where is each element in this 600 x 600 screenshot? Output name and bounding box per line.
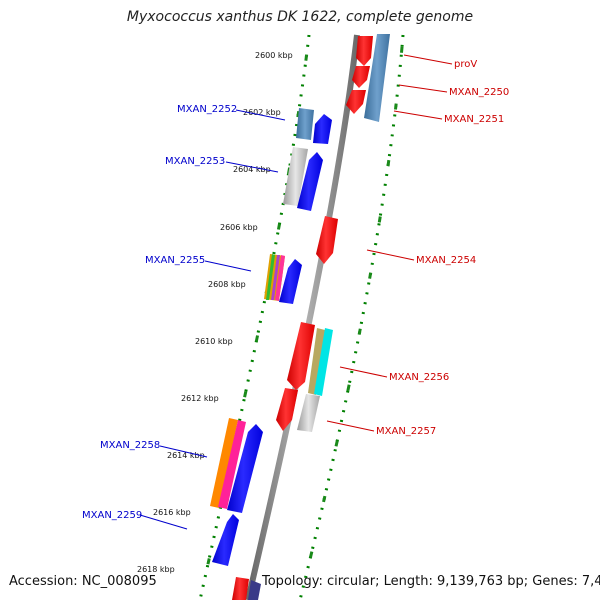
tick-2618: 2618 kbp <box>137 565 175 574</box>
right-dotted-track <box>298 34 405 600</box>
label-leaders <box>139 54 453 530</box>
genome-backbone <box>245 34 360 600</box>
right-track-dashes <box>298 34 405 600</box>
gene-stripe <box>266 254 275 300</box>
leader-mxan-2252 <box>235 109 286 121</box>
left-track-dashes <box>198 34 311 600</box>
tick-2610: 2610 kbp <box>195 337 233 346</box>
gene-cyan[interactable] <box>314 328 333 396</box>
gene-arrow[interactable] <box>313 114 332 144</box>
scale-ticks: 2600 kbp 2602 kbp 2604 kbp 2606 kbp 2608… <box>137 51 293 574</box>
gene-orange[interactable] <box>210 418 238 508</box>
gene-arrow[interactable] <box>276 388 298 431</box>
tick-2616: 2616 kbp <box>153 508 191 517</box>
leader-mxan-2255 <box>204 260 252 272</box>
gene-navy[interactable] <box>248 580 261 600</box>
label-mxan-2253[interactable]: MXAN_2253 <box>165 156 225 167</box>
leader-mxan-2258 <box>159 445 208 458</box>
left-dotted-track <box>198 34 311 600</box>
leader-mxan-2257 <box>326 420 375 432</box>
tick-2602: 2602 kbp <box>243 108 281 117</box>
minus-strand-features <box>210 108 332 566</box>
gene-arrow[interactable] <box>356 36 373 66</box>
gene-labels: proV MXAN_2250 MXAN_2251 MXAN_2254 MXAN_… <box>82 59 509 521</box>
label-mxan-2258[interactable]: MXAN_2258 <box>100 440 160 451</box>
gene-stripe <box>271 255 280 300</box>
tick-2604: 2604 kbp <box>233 165 271 174</box>
leader-mxan-2254 <box>366 249 415 261</box>
gene-steel-blue[interactable] <box>364 34 390 122</box>
gene-arrow[interactable] <box>287 322 315 390</box>
leader-mxan-2251 <box>393 110 443 120</box>
gene-arrow[interactable] <box>212 514 239 566</box>
genome-summary-text: Topology: circular; Length: 9,139,763 bp… <box>262 574 600 589</box>
gene-arrow[interactable] <box>297 152 323 211</box>
tick-2612: 2612 kbp <box>181 394 219 403</box>
gene-tan[interactable] <box>308 328 325 395</box>
gene-pink[interactable] <box>218 420 246 509</box>
label-mxan-2251[interactable]: MXAN_2251 <box>444 114 504 125</box>
plus-strand-features <box>232 34 390 600</box>
leader-mxan-2259 <box>139 514 188 530</box>
tick-2608: 2608 kbp <box>208 280 246 289</box>
leader-mxan-2253 <box>225 161 279 173</box>
label-mxan-2252[interactable]: MXAN_2252 <box>177 104 237 115</box>
map-title: Myxococcus xanthus DK 1622, complete gen… <box>126 9 474 25</box>
tick-2600: 2600 kbp <box>255 51 293 60</box>
leader-mxan-2250 <box>398 84 448 93</box>
tick-2614: 2614 kbp <box>167 451 205 460</box>
tick-2606: 2606 kbp <box>220 223 258 232</box>
label-mxan-2257[interactable]: MXAN_2257 <box>376 426 436 437</box>
gene-arrow[interactable] <box>316 216 338 264</box>
gene-gray[interactable] <box>297 394 320 432</box>
label-mxan-2256[interactable]: MXAN_2256 <box>389 372 449 383</box>
gene-arrow[interactable] <box>279 259 302 304</box>
label-mxan-2254[interactable]: MXAN_2254 <box>416 255 476 266</box>
gene-arrow[interactable] <box>346 90 366 114</box>
label-prov[interactable]: proV <box>454 59 477 70</box>
gene-gray[interactable] <box>283 147 308 206</box>
leader-mxan-2256 <box>339 366 388 378</box>
gene-arrow[interactable] <box>232 577 249 600</box>
leader-prov <box>403 54 453 65</box>
gene-arrow[interactable] <box>227 424 263 513</box>
label-mxan-2250[interactable]: MXAN_2250 <box>449 87 509 98</box>
label-mxan-2259[interactable]: MXAN_2259 <box>82 510 142 521</box>
label-mxan-2255[interactable]: MXAN_2255 <box>145 255 205 266</box>
gene-stripe <box>275 255 285 301</box>
gene-arrow[interactable] <box>352 66 370 88</box>
gene-steel-blue[interactable] <box>296 108 314 140</box>
accession-text: Accession: NC_008095 <box>9 574 157 589</box>
